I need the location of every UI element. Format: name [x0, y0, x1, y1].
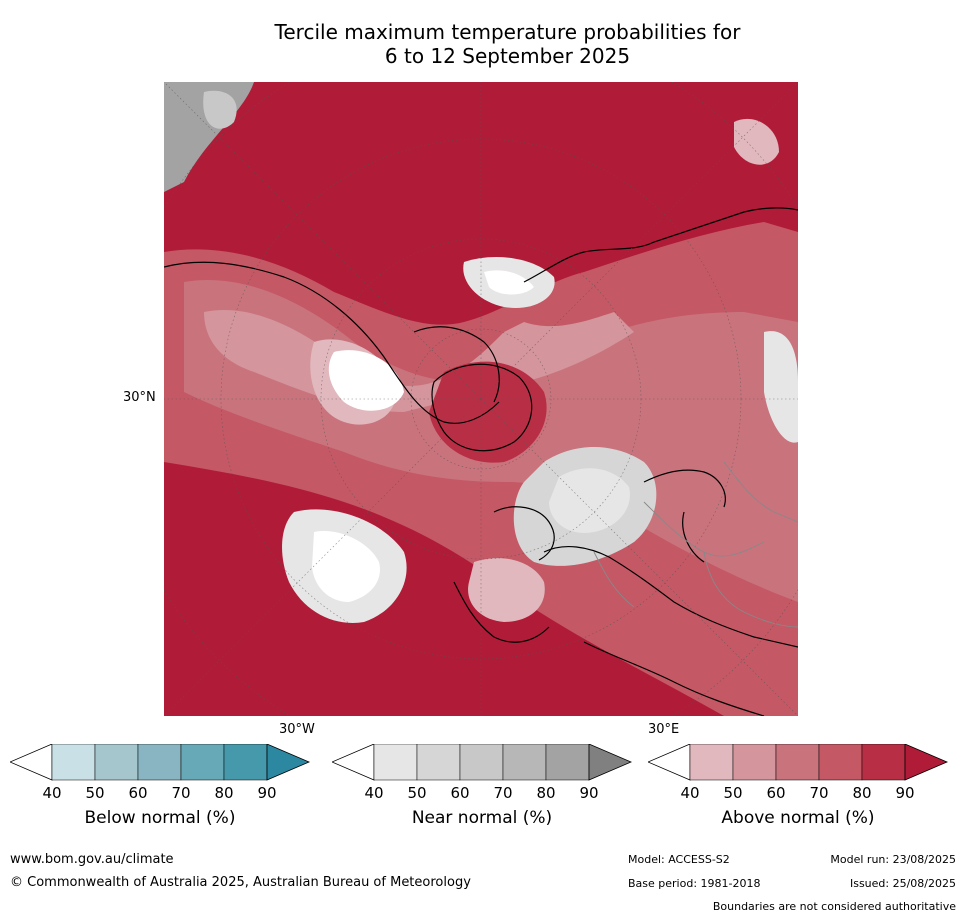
tick-label: 50 [723, 784, 743, 802]
tick-label: 70 [493, 784, 513, 802]
colorbar-near-normal: 40 50 60 70 80 90 Near normal (%) [332, 744, 632, 854]
tick-label: 40 [364, 784, 384, 802]
title-line-1: Tercile maximum temperature probabilitie… [274, 20, 741, 44]
latitude-label: 30°N [123, 390, 156, 405]
colorbar-near-normal-swatches [332, 744, 632, 781]
above-normal-50-region [204, 310, 634, 412]
colorbar-near-normal-label: Near normal (%) [411, 808, 553, 828]
longitude-label-west: 30°W [279, 722, 315, 737]
colorbar-below-normal: 40 50 60 70 80 90 Below normal (%) [10, 744, 310, 854]
colorbar-below-normal-ticks: 40 50 60 70 80 90 [10, 784, 310, 804]
map-canvas [164, 82, 798, 716]
colorbar-below-normal-swatches [10, 744, 310, 781]
disclaimer-text: Boundaries are not considered authoritat… [712, 900, 956, 913]
scandinavia-near-normal-core [549, 468, 630, 533]
tick-label: 60 [450, 784, 470, 802]
probability-map [164, 82, 798, 716]
tick-label: 50 [85, 784, 105, 802]
colorbar-above-normal-label: Above normal (%) [721, 808, 875, 828]
arctic-white-patch [484, 270, 534, 295]
website-link[interactable]: www.bom.gov.au/climate [10, 852, 174, 867]
atlantic-white-patch [312, 531, 380, 602]
longitude-label-east: 30°E [648, 722, 680, 737]
tick-label: 80 [214, 784, 234, 802]
tick-label: 80 [852, 784, 872, 802]
pacific-above-normal-40-patch [734, 118, 779, 165]
copyright-text: © Commonwealth of Australia 2025, Austra… [10, 875, 471, 890]
colorbar-above-normal: 40 50 60 70 80 90 Above normal (%) [648, 744, 948, 854]
tick-label: 90 [579, 784, 599, 802]
tick-label: 60 [766, 784, 786, 802]
model-text: Model: ACCESS-S2 [628, 853, 730, 866]
model-run-text: Model run: 23/08/2025 [830, 853, 956, 866]
tick-label: 60 [128, 784, 148, 802]
colorbar-near-normal-ticks: 40 50 60 70 80 90 [332, 784, 632, 804]
tick-label: 90 [257, 784, 277, 802]
base-period-text: Base period: 1981-2018 [628, 877, 761, 890]
tick-label: 80 [536, 784, 556, 802]
tick-label: 70 [171, 784, 191, 802]
title-line-2: 6 to 12 September 2025 [384, 44, 631, 68]
graticule [164, 82, 798, 716]
map-title: Tercile maximum temperature probabilitie… [0, 20, 965, 68]
tick-label: 70 [809, 784, 829, 802]
coastlines [164, 207, 798, 716]
tick-label: 40 [680, 784, 700, 802]
near-normal-patch [203, 90, 237, 129]
country-borders [593, 461, 798, 628]
colorbar-below-normal-label: Below normal (%) [84, 808, 236, 828]
tick-label: 50 [407, 784, 427, 802]
colorbar-above-normal-ticks: 40 50 60 70 80 90 [648, 784, 948, 804]
tick-label: 40 [42, 784, 62, 802]
tick-label: 90 [895, 784, 915, 802]
issued-date-text: Issued: 25/08/2025 [849, 877, 956, 890]
siberia-near-normal-patch [764, 331, 798, 443]
canadian-arctic-white-patch [328, 350, 404, 411]
colorbar-above-normal-swatches [648, 744, 948, 781]
central-europe-patch [468, 558, 545, 622]
